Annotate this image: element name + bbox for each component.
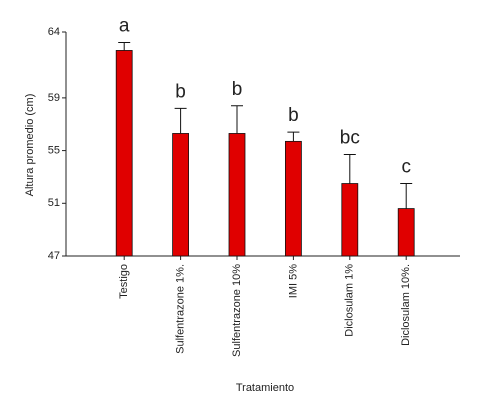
x-axis-title: Tratamiento: [236, 382, 294, 394]
y-tick-label: 59: [48, 92, 60, 104]
y-tick-label: 47: [48, 250, 60, 262]
x-tick-label: Testigo: [118, 264, 130, 299]
x-tick-label: IMI 5%: [287, 264, 299, 298]
bar: [115, 50, 133, 257]
y-tick-label: 64: [48, 26, 60, 38]
bar: [341, 183, 359, 257]
significance-letter: c: [401, 157, 411, 178]
x-tick-label: Diclosulam 1%: [344, 264, 356, 337]
bar: [284, 140, 302, 257]
y-tick-label: 55: [48, 144, 60, 156]
x-tick-label: Sulfentrazone 1%.: [175, 264, 187, 354]
error-bar: [400, 183, 413, 209]
bar: [172, 133, 190, 257]
error-bar: [174, 107, 187, 134]
x-tick-label: Sulfentrazone 10%: [231, 264, 243, 357]
bar: [228, 133, 246, 257]
error-bar: [343, 154, 356, 184]
significance-letter: b: [288, 105, 299, 126]
y-tick-label: 51: [48, 197, 60, 209]
error-bar: [287, 131, 300, 142]
significance-letter: bc: [340, 128, 360, 149]
significance-letter: a: [119, 16, 130, 37]
error-bar: [118, 42, 131, 51]
significance-letter: b: [175, 81, 186, 102]
x-tick-label: Diclosulam 10%.: [400, 264, 412, 346]
error-bar: [231, 105, 243, 134]
significance-letter: b: [232, 79, 243, 100]
bar: [397, 208, 415, 257]
y-axis-title: Altura promedio (cm): [24, 94, 36, 197]
